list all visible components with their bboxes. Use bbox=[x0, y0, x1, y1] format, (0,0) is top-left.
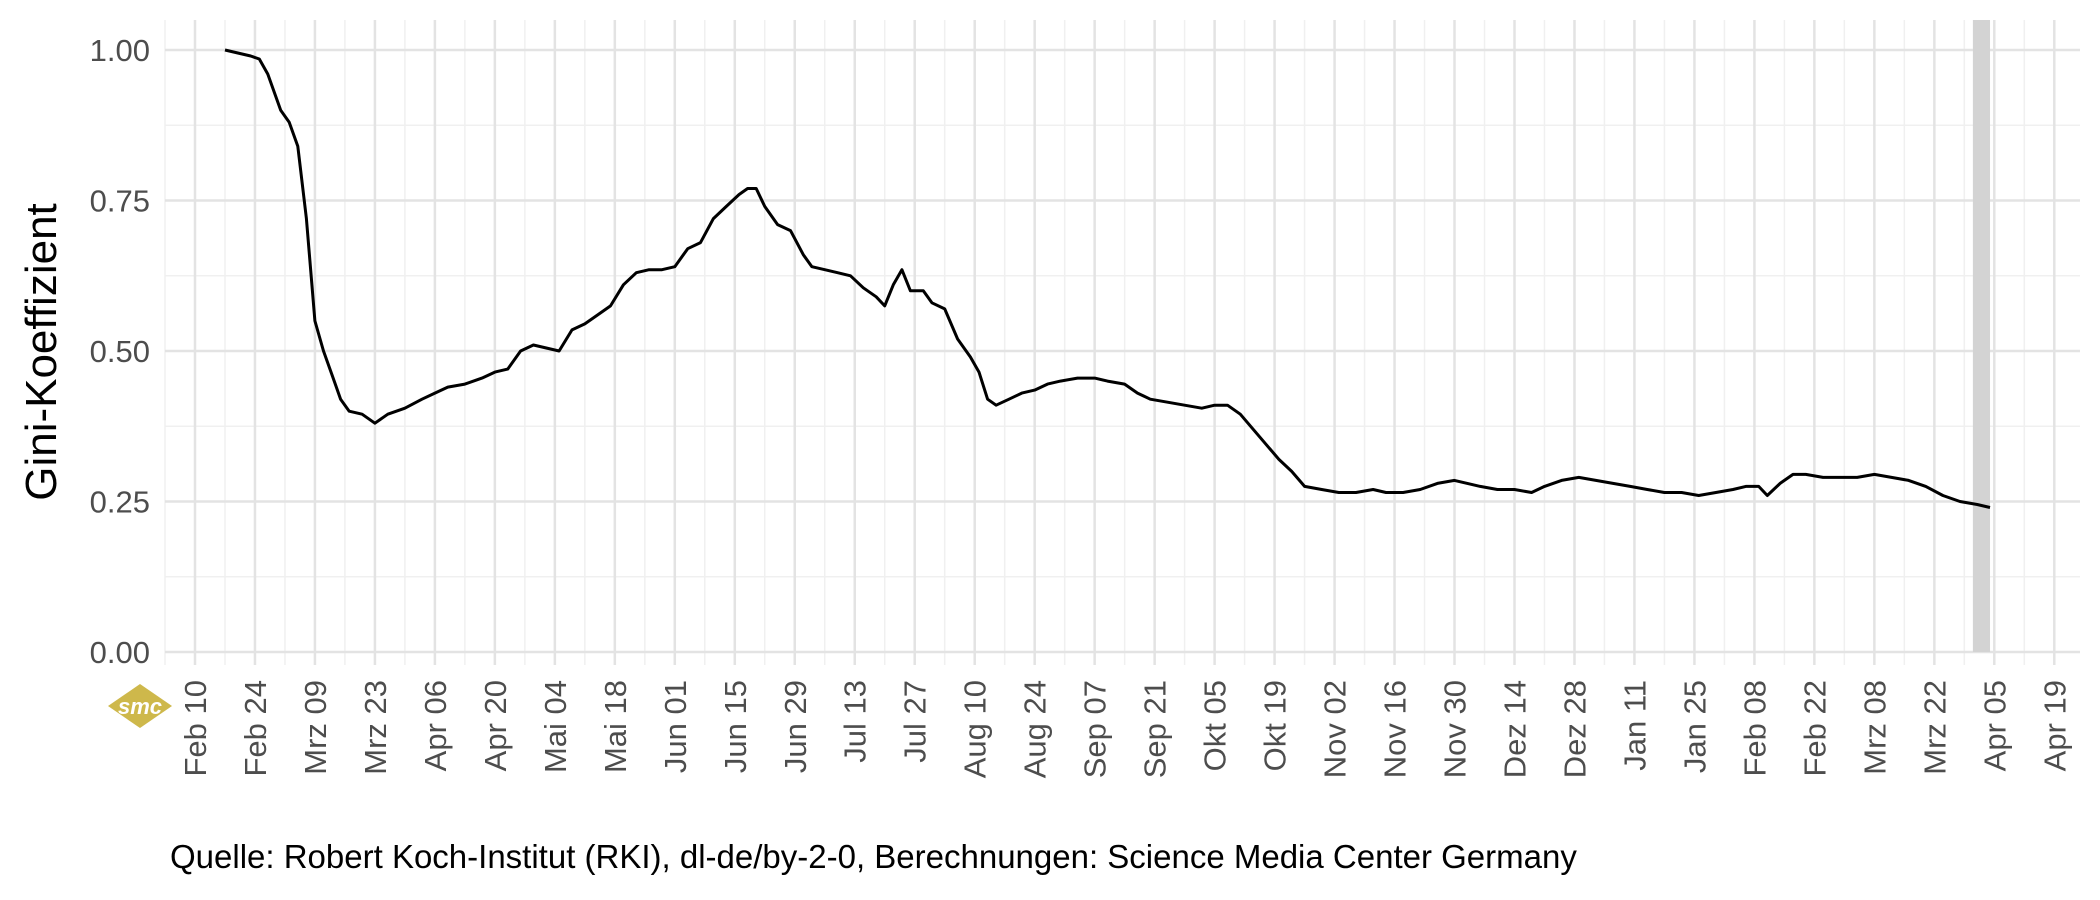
y-tick-label: 1.00 bbox=[90, 33, 150, 68]
x-tick-label: Mrz 08 bbox=[1857, 680, 1892, 775]
x-tick-label: Jul 27 bbox=[898, 680, 933, 763]
x-tick-label: Jul 13 bbox=[838, 680, 873, 763]
x-tick-label: Feb 08 bbox=[1737, 680, 1772, 777]
x-tick-label: Nov 02 bbox=[1318, 680, 1353, 778]
x-tick-label: Sep 07 bbox=[1078, 680, 1113, 778]
source-caption: Quelle: Robert Koch-Institut (RKI), dl-d… bbox=[170, 838, 1577, 875]
y-tick-label: 0.00 bbox=[90, 635, 150, 670]
x-tick-label: Mrz 22 bbox=[1917, 680, 1952, 775]
x-tick-label: Nov 30 bbox=[1438, 680, 1473, 778]
gini-series-line bbox=[224, 48, 1991, 509]
x-axis-ticks: Feb 10 Feb 24 Mrz 09 Mrz 23 Apr 06 Apr 20 Mai … bbox=[178, 680, 2072, 778]
y-axis-label: Gini-Koeffizient bbox=[17, 203, 66, 501]
x-tick-label: Apr 20 bbox=[478, 680, 513, 771]
x-tick-label: Jan 25 bbox=[1677, 680, 1712, 773]
shaded-band bbox=[1972, 20, 1991, 652]
x-tick-label: Jan 11 bbox=[1617, 680, 1652, 771]
grid-major bbox=[165, 20, 2080, 665]
y-axis-ticks: 0.00 0.25 0.50 0.75 1.00 bbox=[90, 33, 150, 670]
smc-logo-shape bbox=[108, 684, 172, 728]
x-tick-label: Aug 24 bbox=[1018, 680, 1053, 778]
x-tick-label: Jun 15 bbox=[718, 680, 753, 773]
x-tick-label: Mrz 23 bbox=[358, 680, 393, 775]
y-tick-label: 0.75 bbox=[90, 184, 150, 219]
x-tick-label: Mrz 09 bbox=[298, 680, 333, 775]
x-tick-label: Apr 19 bbox=[2037, 680, 2072, 771]
x-tick-label: Mai 18 bbox=[598, 680, 633, 773]
x-tick-label: Nov 16 bbox=[1378, 680, 1413, 778]
x-tick-label: Okt 05 bbox=[1198, 680, 1233, 771]
y-tick-label: 0.50 bbox=[90, 334, 150, 369]
smc-logo-text: smc bbox=[118, 694, 162, 719]
x-tick-label: Jun 01 bbox=[658, 680, 693, 773]
x-tick-label: Mai 04 bbox=[538, 680, 573, 773]
smc-logo: smc bbox=[108, 684, 172, 728]
x-tick-label: Dez 28 bbox=[1557, 680, 1592, 778]
x-tick-label: Feb 10 bbox=[178, 680, 213, 777]
x-tick-label: Dez 14 bbox=[1497, 680, 1532, 778]
x-tick-label: Feb 22 bbox=[1797, 680, 1832, 777]
y-tick-label: 0.25 bbox=[90, 485, 150, 520]
x-tick-label: Jun 29 bbox=[778, 680, 813, 773]
x-tick-label: Sep 21 bbox=[1138, 680, 1173, 778]
x-tick-label: Apr 06 bbox=[418, 680, 453, 771]
x-tick-label: Okt 19 bbox=[1258, 680, 1293, 771]
x-tick-label: Apr 05 bbox=[1977, 680, 2012, 771]
x-tick-label: Feb 24 bbox=[238, 680, 273, 777]
x-tick-label: Aug 10 bbox=[958, 680, 993, 778]
grid-minor bbox=[164, 20, 2080, 665]
